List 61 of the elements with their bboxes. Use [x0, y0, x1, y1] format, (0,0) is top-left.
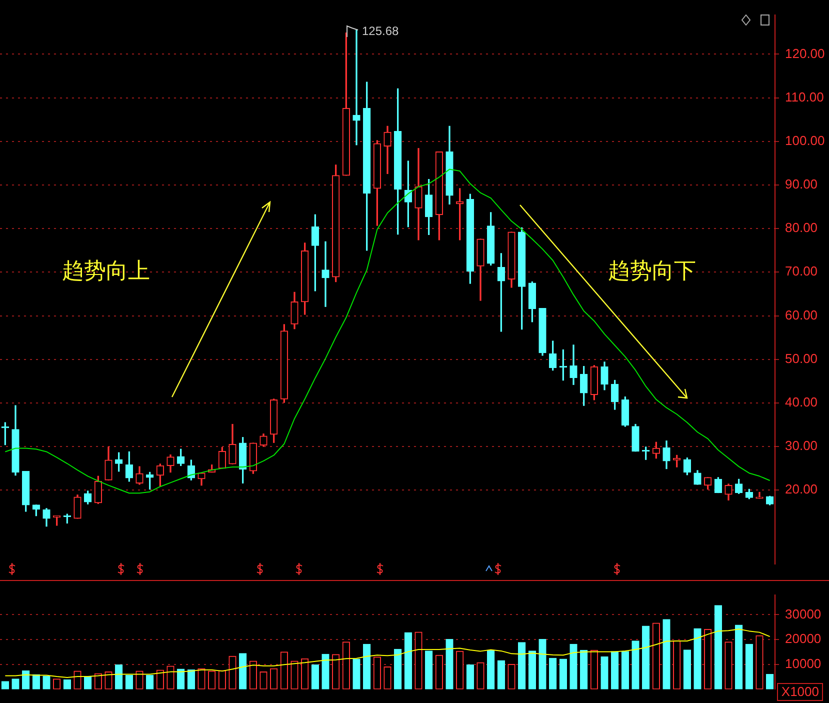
bar [146, 674, 154, 690]
bar [239, 653, 247, 690]
bar [466, 664, 474, 690]
bar [538, 638, 546, 690]
bar [425, 650, 433, 690]
bar [42, 676, 50, 690]
bar [528, 650, 536, 690]
bar [611, 651, 619, 690]
y-tick-label: 110.00 [785, 89, 824, 104]
y-tick-label: 10000 [785, 656, 822, 671]
bar [32, 674, 40, 690]
bar [559, 658, 567, 690]
bar [621, 651, 629, 690]
candlestick [322, 241, 330, 307]
bar [311, 664, 319, 690]
y-tick-label: 80.00 [785, 220, 818, 236]
bar [487, 650, 495, 690]
y-tick-label: 120.00 [785, 46, 825, 61]
annotation: 趋势向上 [62, 258, 150, 286]
bar [363, 644, 371, 690]
bar [632, 640, 640, 690]
bar [745, 644, 753, 690]
y-tick-label: 30000 [785, 606, 822, 622]
bar [662, 619, 670, 690]
bar [570, 644, 578, 690]
y-tick-label: 90.00 [785, 176, 818, 192]
bar [549, 658, 557, 690]
bar [125, 674, 133, 690]
bar [352, 658, 360, 690]
bar [683, 650, 691, 690]
bar [735, 624, 743, 690]
y-tick-label: 100.00 [785, 132, 825, 148]
bar [518, 642, 526, 690]
bar [766, 674, 774, 690]
bar [642, 626, 650, 690]
bar [580, 650, 588, 690]
bar [446, 638, 454, 690]
y-tick-label: 20.00 [785, 482, 818, 497]
bar [177, 668, 185, 690]
y-tick-label: 60.00 [785, 307, 818, 322]
bar [497, 660, 505, 690]
y-tick-label: 40.00 [785, 394, 818, 410]
y-tick-label: 20000 [785, 631, 822, 646]
bar [404, 632, 412, 690]
bar [394, 648, 402, 690]
annotation: 125.68 [362, 24, 399, 38]
bar [84, 676, 92, 690]
bar [115, 664, 123, 690]
bar [694, 628, 702, 690]
y-tick-label: 70.00 [785, 264, 818, 279]
candlestick [352, 29, 360, 146]
y-tick-label: 50.00 [785, 350, 818, 366]
bar [322, 654, 330, 690]
annotation: 趋势向下 [608, 258, 696, 286]
bar [600, 656, 608, 690]
bar [714, 605, 722, 690]
candlestick [414, 148, 422, 240]
text: X1000 [777, 683, 823, 701]
y-tick-label: 30.00 [785, 438, 818, 454]
bar [187, 669, 195, 690]
bar [22, 670, 30, 690]
